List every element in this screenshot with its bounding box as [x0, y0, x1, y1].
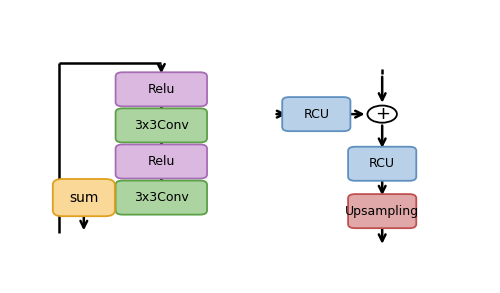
FancyBboxPatch shape: [116, 72, 207, 106]
Text: Upsampling: Upsampling: [345, 205, 419, 218]
Circle shape: [368, 105, 397, 123]
FancyBboxPatch shape: [282, 97, 350, 131]
FancyBboxPatch shape: [116, 108, 207, 142]
Text: +: +: [374, 105, 390, 123]
Text: RCU: RCU: [369, 157, 395, 170]
FancyBboxPatch shape: [53, 179, 115, 216]
Text: 3x3Conv: 3x3Conv: [134, 119, 188, 132]
FancyBboxPatch shape: [116, 180, 207, 215]
Text: Relu: Relu: [148, 155, 175, 168]
Text: Relu: Relu: [148, 83, 175, 96]
Text: 3x3Conv: 3x3Conv: [134, 191, 188, 204]
FancyBboxPatch shape: [116, 144, 207, 178]
FancyBboxPatch shape: [348, 147, 416, 181]
FancyBboxPatch shape: [348, 194, 416, 228]
Text: sum: sum: [69, 191, 98, 205]
Text: RCU: RCU: [304, 108, 330, 121]
